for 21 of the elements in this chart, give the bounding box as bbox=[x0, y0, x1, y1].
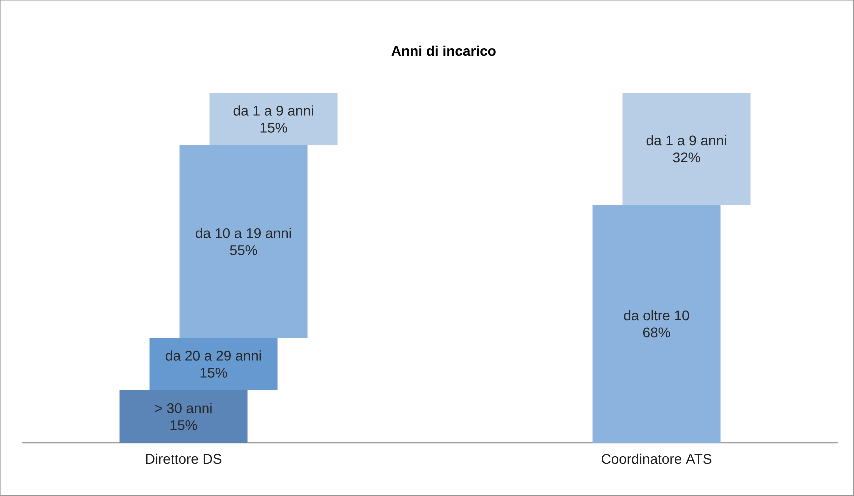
data-label: 68% bbox=[643, 328, 670, 338]
bar bbox=[180, 146, 308, 338]
bar bbox=[150, 338, 278, 390]
data-label: 32% bbox=[673, 152, 700, 163]
bar bbox=[592, 205, 721, 443]
bar bbox=[622, 93, 751, 205]
bar bbox=[210, 93, 338, 146]
x-tick-label: Coordinatore ATS bbox=[602, 454, 712, 464]
series-label: da oltre 10 bbox=[624, 310, 690, 321]
series-label: da 10 a 19 anni bbox=[196, 228, 292, 238]
data-label: 15% bbox=[260, 123, 288, 133]
series-label: da 20 a 29 anni bbox=[166, 350, 262, 361]
chart-title: Anni di incarico bbox=[392, 46, 496, 56]
x-tick-label: Direttore DS bbox=[146, 454, 222, 464]
text: da 1 a 9 anni bbox=[646, 135, 726, 146]
series-label: > 30 anni bbox=[155, 403, 212, 414]
series-label: da 1 a 9 anni bbox=[234, 106, 314, 116]
data-label: 15% bbox=[170, 420, 198, 430]
data-label: 15% bbox=[200, 368, 228, 378]
data-label: 55% bbox=[230, 246, 258, 256]
bar bbox=[120, 390, 248, 443]
